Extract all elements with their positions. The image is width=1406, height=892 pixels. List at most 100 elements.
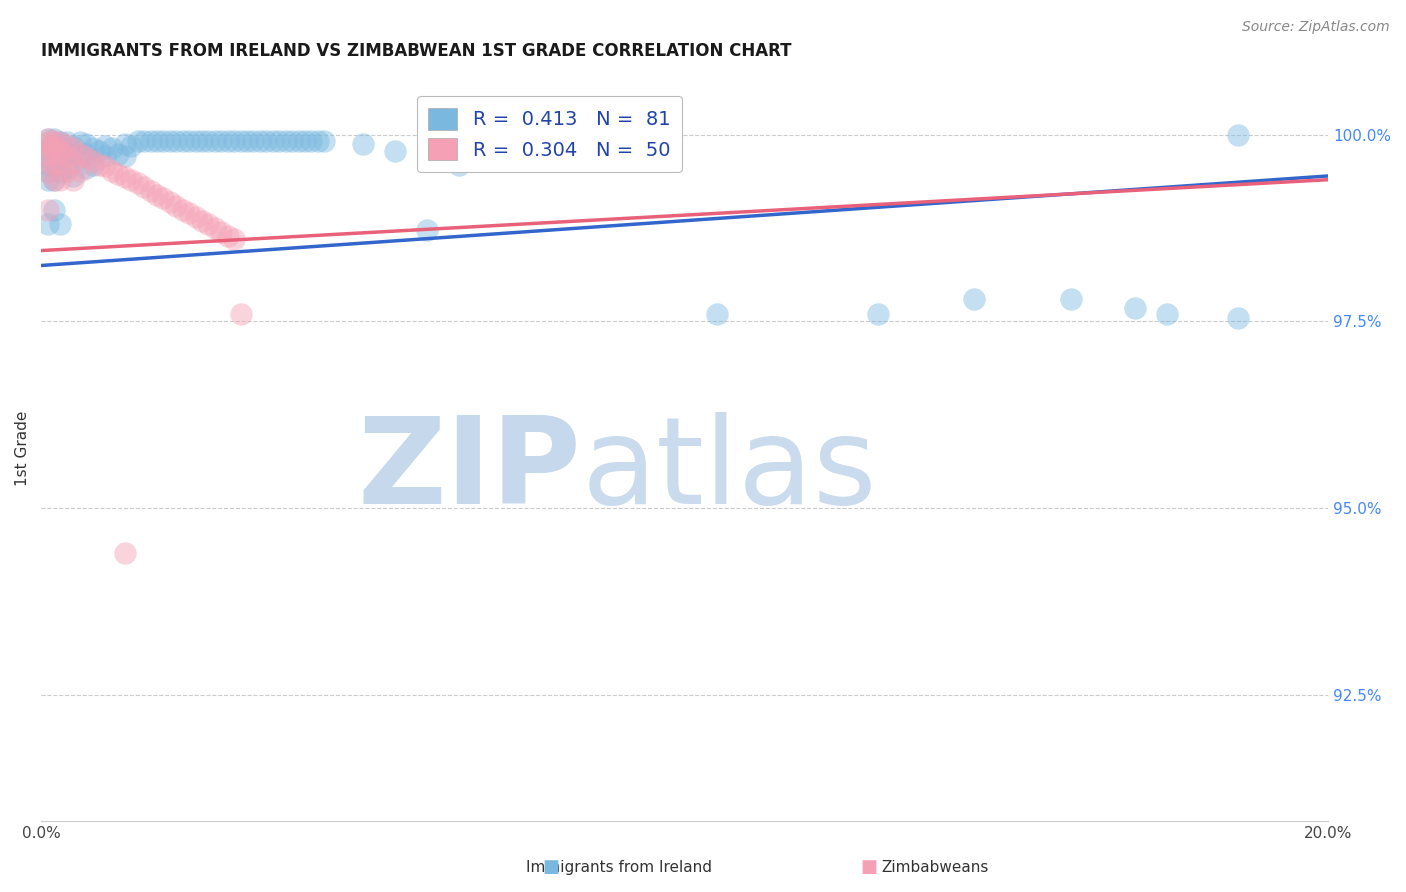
Point (449, 158, 471, 172)
Point (209, 134, 232, 148)
Point (120, 139, 142, 153)
Point (42, 158, 65, 172)
Point (236, 134, 259, 148)
Text: atlas: atlas (582, 412, 877, 529)
Point (42, 158, 65, 172)
Point (101, 163, 124, 178)
Point (94, 149, 117, 163)
Point (42, 172, 65, 186)
Point (49, 139, 72, 153)
Point (49, 136, 72, 150)
Text: Source: ZipAtlas.com: Source: ZipAtlas.com (1241, 20, 1389, 34)
Point (107, 167, 129, 181)
Point (287, 134, 309, 148)
Point (139, 134, 162, 148)
Text: ■: ■ (860, 858, 877, 876)
Point (204, 221, 226, 235)
Point (62, 141, 84, 155)
Point (1123, 301, 1146, 315)
Point (1227, 311, 1250, 326)
Point (146, 187, 169, 202)
Point (159, 134, 181, 148)
Point (132, 134, 155, 148)
Point (204, 134, 226, 148)
Point (56, 146, 79, 161)
Point (229, 307, 252, 321)
Point (42, 146, 65, 161)
Point (269, 134, 291, 148)
Point (139, 184, 162, 198)
Point (242, 134, 264, 148)
Text: Immigrants from Ireland: Immigrants from Ireland (526, 861, 711, 875)
Point (172, 202, 194, 217)
Point (107, 146, 129, 161)
Point (75, 136, 97, 151)
Point (56, 149, 79, 163)
Point (56, 161, 79, 176)
Point (352, 136, 374, 151)
Point (87, 145, 110, 159)
Point (49, 165, 72, 179)
Point (217, 134, 239, 148)
Point (56, 163, 79, 178)
Point (152, 191, 174, 205)
Point (299, 134, 322, 148)
Point (314, 134, 336, 148)
Point (191, 213, 214, 227)
Point (209, 225, 232, 239)
Legend: R =  0.413   N =  81, R =  0.304   N =  50: R = 0.413 N = 81, R = 0.304 N = 50 (416, 96, 682, 172)
Point (75, 146, 97, 161)
Point (114, 136, 136, 151)
Point (127, 177, 149, 191)
Point (49, 150, 72, 164)
Point (281, 134, 304, 148)
Point (82, 154, 104, 169)
Point (224, 134, 246, 148)
Point (49, 136, 72, 150)
Point (132, 180, 155, 194)
Point (82, 141, 104, 155)
Point (69, 136, 91, 150)
Point (165, 134, 187, 148)
Point (384, 145, 406, 159)
Point (1060, 292, 1083, 306)
Point (42, 134, 65, 148)
Point (229, 134, 252, 148)
Point (42, 131, 65, 145)
Point (963, 292, 986, 306)
Point (197, 218, 219, 232)
Point (172, 134, 194, 148)
Point (184, 134, 207, 148)
Point (87, 158, 110, 172)
Point (609, 152, 631, 166)
Point (69, 163, 91, 178)
Point (42, 139, 65, 153)
Point (62, 169, 84, 183)
Point (49, 172, 72, 186)
Point (294, 134, 316, 148)
Point (62, 172, 84, 186)
Point (191, 134, 214, 148)
Point (37, 136, 59, 150)
Text: IMMIGRANTS FROM IRELAND VS ZIMBABWEAN 1ST GRADE CORRELATION CHART: IMMIGRANTS FROM IRELAND VS ZIMBABWEAN 1S… (41, 42, 792, 60)
Point (75, 161, 97, 176)
Point (127, 134, 149, 148)
Point (94, 159, 117, 173)
Point (62, 156, 84, 170)
Point (37, 165, 59, 179)
Point (307, 134, 329, 148)
Point (37, 158, 59, 172)
Point (101, 141, 124, 155)
Point (165, 199, 187, 213)
Point (1227, 128, 1250, 142)
Point (179, 206, 201, 220)
Y-axis label: 1st Grade: 1st Grade (15, 410, 30, 486)
Point (42, 202, 65, 217)
Point (37, 154, 59, 169)
Point (37, 143, 59, 157)
Point (42, 172, 65, 186)
Point (56, 138, 79, 153)
Point (82, 158, 104, 172)
Point (866, 307, 889, 321)
Point (37, 139, 59, 153)
